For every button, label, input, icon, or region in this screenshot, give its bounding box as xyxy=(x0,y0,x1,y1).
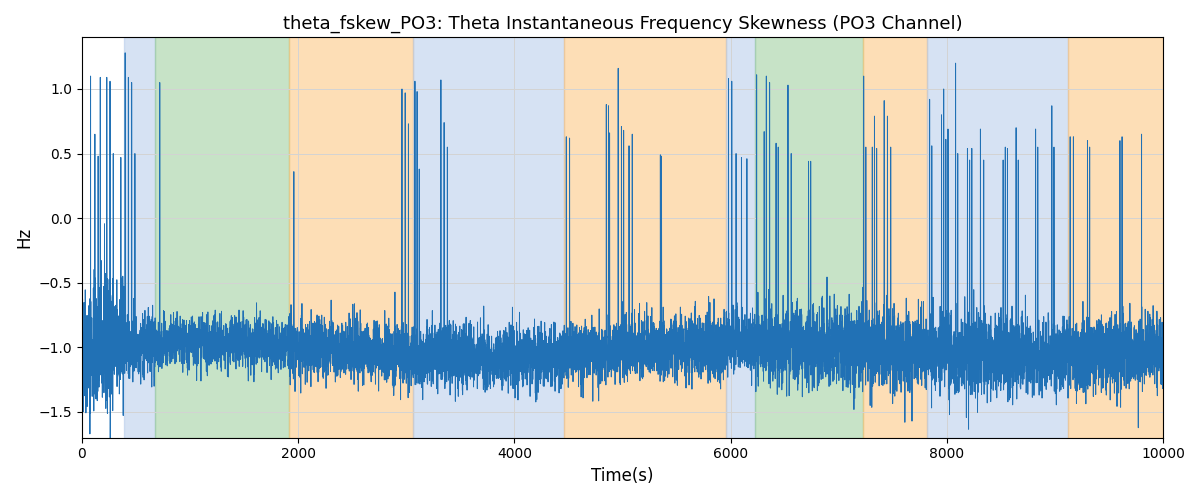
Bar xyxy=(413,38,564,438)
Bar xyxy=(124,38,156,438)
Bar xyxy=(863,38,928,438)
Bar xyxy=(564,38,726,438)
Bar xyxy=(156,38,289,438)
Bar xyxy=(1068,38,1163,438)
Bar xyxy=(928,38,1068,438)
Bar xyxy=(756,38,863,438)
X-axis label: Time(s): Time(s) xyxy=(592,467,654,485)
Bar xyxy=(289,38,413,438)
Y-axis label: Hz: Hz xyxy=(14,227,32,248)
Bar xyxy=(726,38,756,438)
Title: theta_fskew_PO3: Theta Instantaneous Frequency Skewness (PO3 Channel): theta_fskew_PO3: Theta Instantaneous Fre… xyxy=(283,15,962,34)
